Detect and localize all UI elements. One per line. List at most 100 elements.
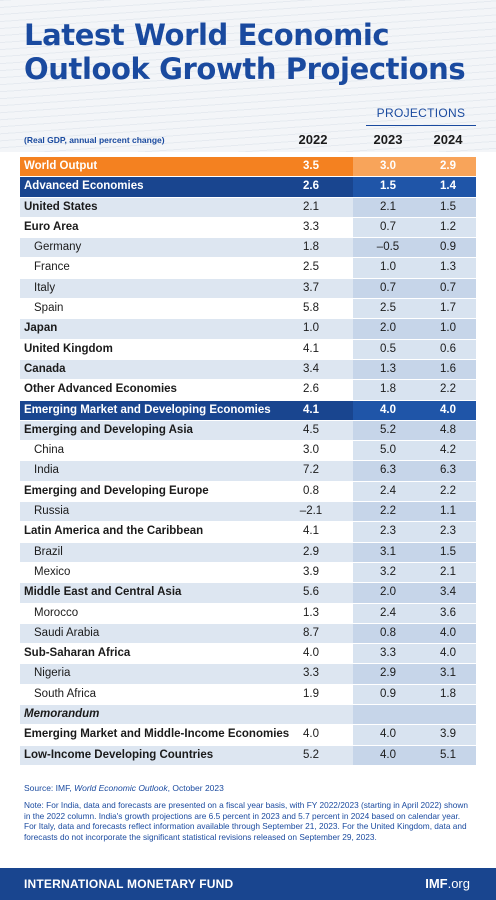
value-2024: 1.8 — [440, 687, 456, 700]
table-row: United Kingdom 4.1 0.5 0.6 — [20, 339, 476, 360]
year-header-2023: 2023 — [373, 132, 403, 147]
projection-cell-shade — [353, 502, 476, 522]
table-row: Mexico 3.9 3.2 2.1 — [20, 562, 476, 584]
imf-website-link[interactable]: IMF.org — [425, 876, 470, 891]
value-2023: 5.0 — [380, 444, 396, 457]
value-2024: 4.0 — [440, 647, 456, 660]
value-2023: 2.0 — [380, 322, 396, 335]
row-label: United Kingdom — [24, 342, 113, 355]
row-label: Spain — [34, 302, 64, 315]
table-row: Germany 1.8 –0.5 0.9 — [20, 238, 476, 259]
table-row: Emerging Market and Developing Economies… — [20, 400, 476, 421]
row-label: Middle East and Central Asia — [24, 586, 182, 599]
source-date: , October 2023 — [167, 783, 224, 793]
page-title: Latest World Economic Outlook Growth Pro… — [24, 18, 484, 86]
row-label: United States — [24, 200, 98, 213]
value-2022: 8.7 — [303, 626, 319, 639]
value-2024: 1.5 — [440, 545, 456, 558]
value-2024: 1.0 — [440, 322, 456, 335]
table-row: Emerging Market and Middle-Income Econom… — [20, 725, 476, 746]
projection-cell-shade — [353, 299, 476, 319]
value-2024: 3.1 — [440, 667, 456, 680]
projection-cell-shade — [353, 380, 476, 400]
table-row: Russia –2.1 2.2 1.1 — [20, 502, 476, 523]
row-label: World Output — [24, 160, 98, 172]
projection-cell-shade — [353, 238, 476, 258]
value-2024: 5.1 — [440, 748, 456, 761]
footer-site-bold: IMF — [425, 876, 448, 891]
value-2022: –2.1 — [299, 505, 323, 518]
value-2023: 2.0 — [380, 586, 396, 599]
value-2024: 2.9 — [440, 160, 456, 172]
value-2024: 3.4 — [440, 586, 456, 599]
projection-cell-shade — [353, 522, 476, 542]
table-row: Advanced Economies 2.6 1.5 1.4 — [20, 177, 476, 198]
table-row: Nigeria 3.3 2.9 3.1 — [20, 664, 476, 685]
value-2022: 2.5 — [303, 261, 319, 274]
value-2024: 4.0 — [440, 626, 456, 639]
value-2023: 3.0 — [380, 160, 396, 172]
value-2022: 1.0 — [303, 322, 319, 335]
row-label: China — [34, 444, 65, 457]
value-2023: 0.7 — [380, 281, 396, 294]
value-2022: 2.6 — [303, 180, 319, 193]
title-line-2: Outlook Growth Projections — [24, 52, 466, 86]
projection-cell-shade — [353, 177, 476, 197]
value-2023: 0.9 — [380, 687, 396, 700]
value-2023: 2.4 — [380, 606, 396, 619]
value-2023: 5.2 — [380, 423, 396, 436]
row-label: Latin America and the Caribbean — [24, 525, 204, 538]
value-2024: 2.3 — [440, 525, 456, 538]
value-2022: 4.1 — [303, 525, 319, 538]
value-2022: 3.5 — [303, 160, 319, 172]
value-2023: 6.3 — [380, 464, 396, 477]
footer-site-rest: .org — [447, 876, 470, 891]
value-2023: 4.0 — [380, 403, 396, 416]
units-subtitle: (Real GDP, annual percent change) — [24, 135, 165, 145]
table-row: Emerging and Developing Asia 4.5 5.2 4.8 — [20, 420, 476, 442]
projection-cell-shade — [353, 623, 476, 644]
row-label: Saudi Arabia — [34, 626, 100, 639]
table-row: World Output 3.5 3.0 2.9 — [20, 157, 476, 178]
value-2023: 1.3 — [380, 362, 396, 375]
projection-cell-shade — [353, 461, 476, 481]
row-label: Memorandum — [24, 708, 100, 721]
projection-cell-shade — [353, 644, 476, 664]
row-label: Other Advanced Economies — [24, 383, 177, 396]
value-2023: 0.5 — [380, 342, 396, 355]
value-2022: 3.3 — [303, 667, 319, 680]
table-row: Latin America and the Caribbean 4.1 2.3 2.3 — [20, 522, 476, 543]
value-2022: 4.1 — [303, 403, 319, 416]
table-row: France 2.5 1.0 1.3 — [20, 258, 476, 279]
header-banner: Latest World Economic Outlook Growth Pro… — [0, 0, 496, 152]
row-label: Italy — [34, 281, 56, 294]
value-2022: 1.8 — [303, 241, 319, 254]
row-label: Emerging and Developing Asia — [24, 423, 193, 436]
value-2024: 4.2 — [440, 444, 456, 457]
row-label: France — [34, 261, 70, 274]
value-2022: 5.6 — [303, 586, 319, 599]
row-label: Mexico — [34, 565, 71, 578]
value-2023: 1.0 — [380, 261, 396, 274]
source-publication: World Economic Outlook — [74, 783, 168, 793]
projection-cell-shade — [353, 197, 476, 217]
value-2023: 2.2 — [380, 505, 396, 518]
row-label: Nigeria — [34, 667, 71, 680]
growth-table: World Output 3.5 3.0 2.9 Advanced Economies 2… — [20, 157, 476, 766]
projection-cell-shade — [353, 359, 476, 380]
year-header-2022: 2022 — [298, 132, 328, 147]
value-2022: 0.8 — [303, 484, 319, 497]
row-label: Germany — [34, 241, 82, 254]
value-2023: 0.8 — [380, 626, 396, 639]
source-line: Source: IMF, World Economic Outlook, Oct… — [24, 783, 224, 793]
value-2024: 0.6 — [440, 342, 456, 355]
value-2022: 1.9 — [303, 687, 319, 700]
projection-cell-shade — [353, 217, 476, 238]
projection-cell-shade — [353, 705, 476, 725]
table-row: United States 2.1 2.1 1.5 — [20, 197, 476, 218]
row-label: Emerging Market and Middle-Income Econom… — [24, 728, 290, 741]
value-2023: 2.9 — [380, 667, 396, 680]
value-2022: 3.4 — [303, 362, 319, 375]
table-row: Other Advanced Economies 2.6 1.8 2.2 — [20, 380, 476, 401]
projection-cell-shade — [353, 745, 476, 765]
